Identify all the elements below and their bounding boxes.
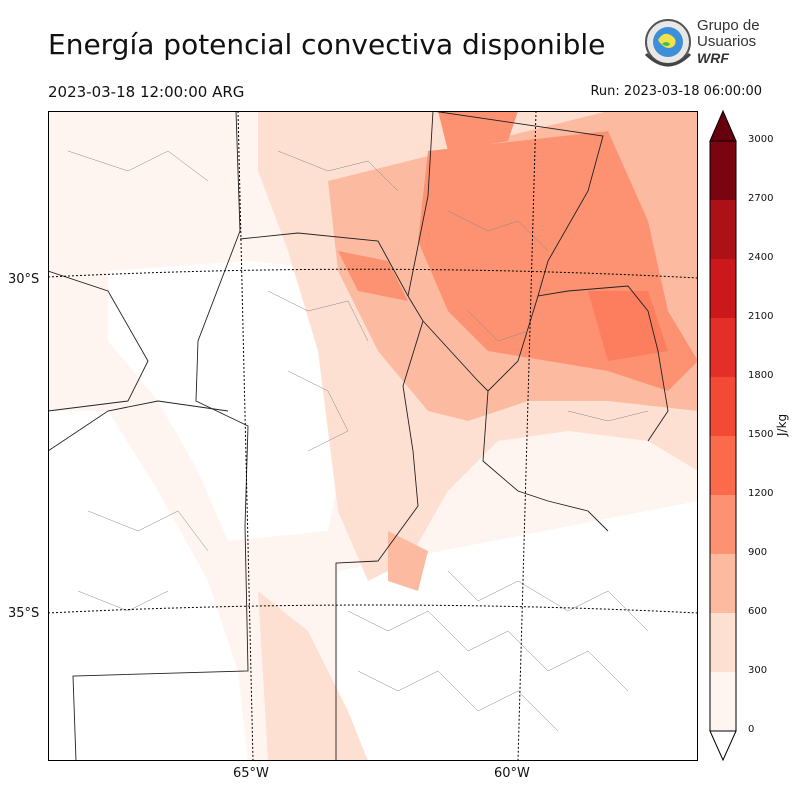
colorbar-segment bbox=[710, 495, 736, 554]
lat-label-35s: 35°S bbox=[8, 606, 40, 621]
colorbar-segment bbox=[710, 141, 736, 200]
colorbar bbox=[709, 109, 737, 762]
logo: Grupo de Usuarios WRF bbox=[638, 14, 768, 74]
lat-label-30s: 30°S bbox=[8, 272, 40, 287]
map-title: Energía potencial convectiva disponible bbox=[48, 28, 606, 61]
colorbar-segment bbox=[710, 613, 736, 672]
colorbar-tick-label: 1500 bbox=[748, 429, 774, 440]
logo-line-3: WRF bbox=[697, 50, 729, 66]
lon-label-65w: 65°W bbox=[233, 766, 269, 781]
colorbar-over-arrow bbox=[709, 109, 737, 142]
colorbar-segment bbox=[710, 200, 736, 259]
department-borders bbox=[67, 150, 649, 732]
province-borders bbox=[48, 111, 669, 761]
valid-time: 2023-03-18 12:00:00 ARG bbox=[48, 83, 245, 101]
cape-map bbox=[48, 111, 698, 761]
logo-line-1: Grupo de bbox=[697, 17, 760, 34]
colorbar-tick-label: 2400 bbox=[748, 252, 774, 263]
logo-line-2: Usuarios bbox=[697, 33, 757, 50]
colorbar-tick-label: 2100 bbox=[748, 311, 774, 322]
colorbar-tick-label: 0 bbox=[748, 724, 755, 735]
colorbar-tick-label: 1800 bbox=[748, 370, 774, 381]
colorbar-segment bbox=[710, 259, 736, 318]
colorbar-segment bbox=[710, 436, 736, 495]
colorbar-tick-label: 1200 bbox=[748, 488, 774, 499]
colorbar-tick-label: 2700 bbox=[748, 193, 774, 204]
run-time: Run: 2023-03-18 06:00:00 bbox=[590, 84, 762, 99]
cape-fill bbox=[48, 111, 698, 761]
colorbar-segment bbox=[710, 672, 736, 731]
colorbar-under-arrow bbox=[709, 730, 737, 762]
colorbar-tick-label: 300 bbox=[748, 665, 768, 676]
graticule bbox=[48, 111, 698, 761]
globe-icon bbox=[644, 19, 692, 67]
colorbar-segment bbox=[710, 377, 736, 436]
colorbar-segment bbox=[710, 318, 736, 377]
colorbar-tick-label: 600 bbox=[748, 606, 768, 617]
colorbar-tick-label: 900 bbox=[748, 547, 768, 558]
lon-label-60w: 60°W bbox=[494, 766, 530, 781]
colorbar-tick-label: 3000 bbox=[748, 134, 774, 145]
colorbar-units: J/kg bbox=[775, 413, 789, 436]
colorbar-segment bbox=[710, 554, 736, 613]
